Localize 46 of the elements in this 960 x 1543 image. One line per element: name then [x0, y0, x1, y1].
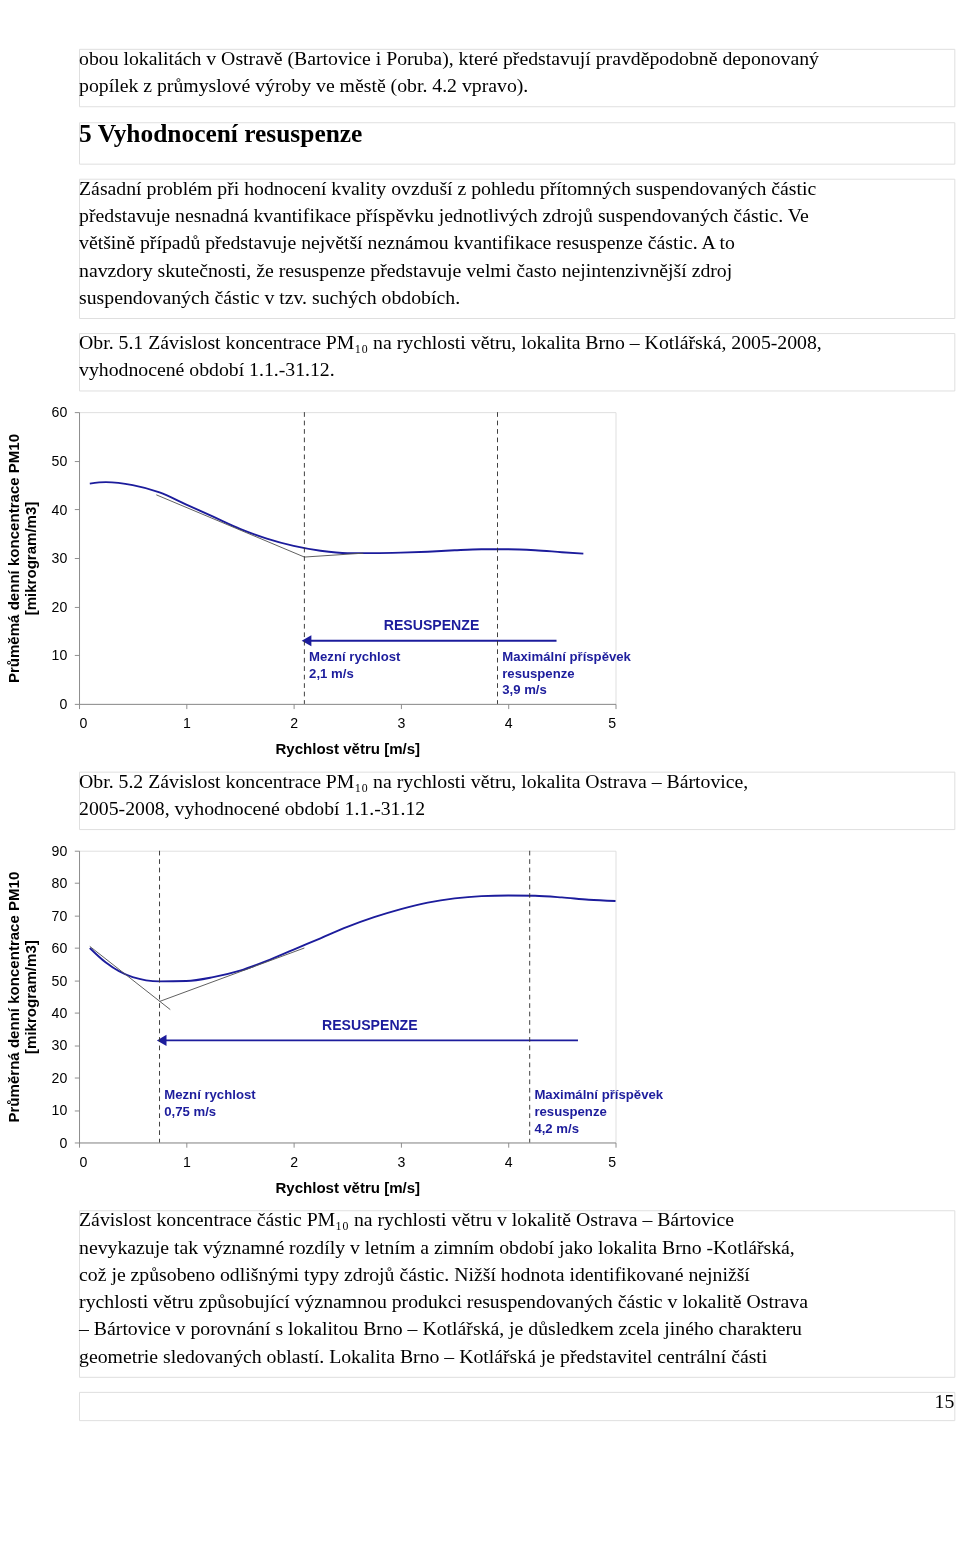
x-tick-label: 0 [79, 714, 88, 731]
text: 15 [934, 1389, 955, 1412]
x-axis-title: Rychlost větru [m/s] [275, 1178, 421, 1196]
chart-title: Obr. 5.2 Závislost koncentrace PM₁₀ na rychlosti větru, lokalita Ostrava – Bártovice, 2005-2008, vyhodnocené období 1.1.-31.12 [79, 769, 749, 819]
y-tick-label: 20 [51, 1069, 68, 1086]
y-tick-label: 60 [51, 940, 68, 957]
y-tick-label: 10 [51, 647, 68, 664]
x-tick-label: 5 [608, 1153, 617, 1170]
x-tick-label: 0 [79, 1153, 88, 1170]
y-tick-label: 80 [51, 875, 68, 892]
y-tick-label: 90 [51, 842, 68, 859]
y-tick-label: 50 [51, 972, 68, 989]
text: Závislost koncentrace částic PM₁₀ na rychlosti větru v lokalitě Ostrava – Bártovice nevykazuje tak významné rozdíly v letním a zimním období jako lokalita Brno -Kotlářská, což je způsobeno odlišnými typy zdrojů částic. Nižší hodnota identifikované nejnižší rychlosti větru způsobující významnou produkci resuspendovaných částic v lokalitě Ostrava – Bártovice v porovnání s lokalitou Brno – Kotlářská, je důsledkem zcela jiného charakteru geometrie sledovaných oblastí. Lokalita Brno – Kotlářská je představitel centrální části [78, 1208, 809, 1367]
series-label: RESUSPENZE [322, 1017, 418, 1034]
y-tick-label: 0 [59, 696, 68, 713]
y-axis-title: Průměrná denní koncentrace PM10 [mikrogram/m3] [4, 871, 39, 1123]
y-tick-label: 40 [51, 1005, 68, 1021]
x-tick-label: 4 [504, 714, 513, 731]
x-tick-label: 2 [290, 714, 299, 731]
ref-line-label: Mezní rychlost 2,1 m/s [309, 648, 402, 681]
y-tick-label: 10 [51, 1102, 68, 1119]
ref-line-label: Maximální příspěvek resuspenze 4,2 m/s [534, 1087, 664, 1137]
y-tick-label: 40 [51, 501, 68, 518]
y-tick-label: 0 [59, 1134, 68, 1151]
x-tick-label: 5 [608, 714, 617, 731]
y-axis-title: Průměmá denní koncentrace PM10 [mikrogram/m3] [4, 433, 39, 684]
y-tick-label: 70 [51, 907, 68, 924]
x-tick-label: 3 [397, 714, 406, 731]
y-tick-label: 30 [51, 550, 68, 567]
y-tick-label: 50 [51, 452, 68, 469]
y-tick-label: 60 [51, 404, 68, 421]
series-label: RESUSPENZE [383, 617, 480, 634]
text: obou lokalitách v Ostravě (Bartovice i Poruba), které představují pravděpodobně deponovaný popílek z průmyslové výroby ve městě (obr. 4.2 vpravo). [79, 46, 820, 98]
text: Zásadní problém při hodnocení kvality ovzduší z pohledu přítomných suspendovaných částic představuje nesnadná kvantifikace příspěvku jednotlivých zdrojů suspendovaných částic. Ve většině případů představuje největší neznámou kvantifikace resuspenze částic. A to navzdory skutečnosti, že resuspenze představuje velmi často nejintenzivnější zdroj suspendovaných částic v tzv. suchých obdobích. [79, 176, 817, 308]
x-tick-label: 3 [397, 1153, 406, 1170]
x-axis-title: Rychlost větru [m/s] [275, 740, 421, 758]
x-tick-label: 1 [182, 714, 191, 731]
x-tick-label: 1 [182, 1153, 191, 1170]
y-tick-label: 20 [51, 598, 68, 615]
chart-subtitle: Obr. 5.1 Závislost koncentrace PM₁₀ na rychlosti větru, lokalita Brno – Kotlářská, 2005-2008, vyhodnocené období 1.1.-31.12. [79, 331, 822, 381]
x-tick-label: 4 [504, 1153, 513, 1170]
chart-title: 5 Vyhodnocení resuspenze [79, 119, 363, 148]
x-tick-label: 2 [290, 1153, 299, 1170]
y-tick-label: 30 [51, 1037, 68, 1054]
ref-line-label: Mezní rychlost 0,75 m/s [164, 1087, 257, 1120]
ref-line-label: Maximální příspěvek resuspenze 3,9 m/s [502, 648, 632, 698]
